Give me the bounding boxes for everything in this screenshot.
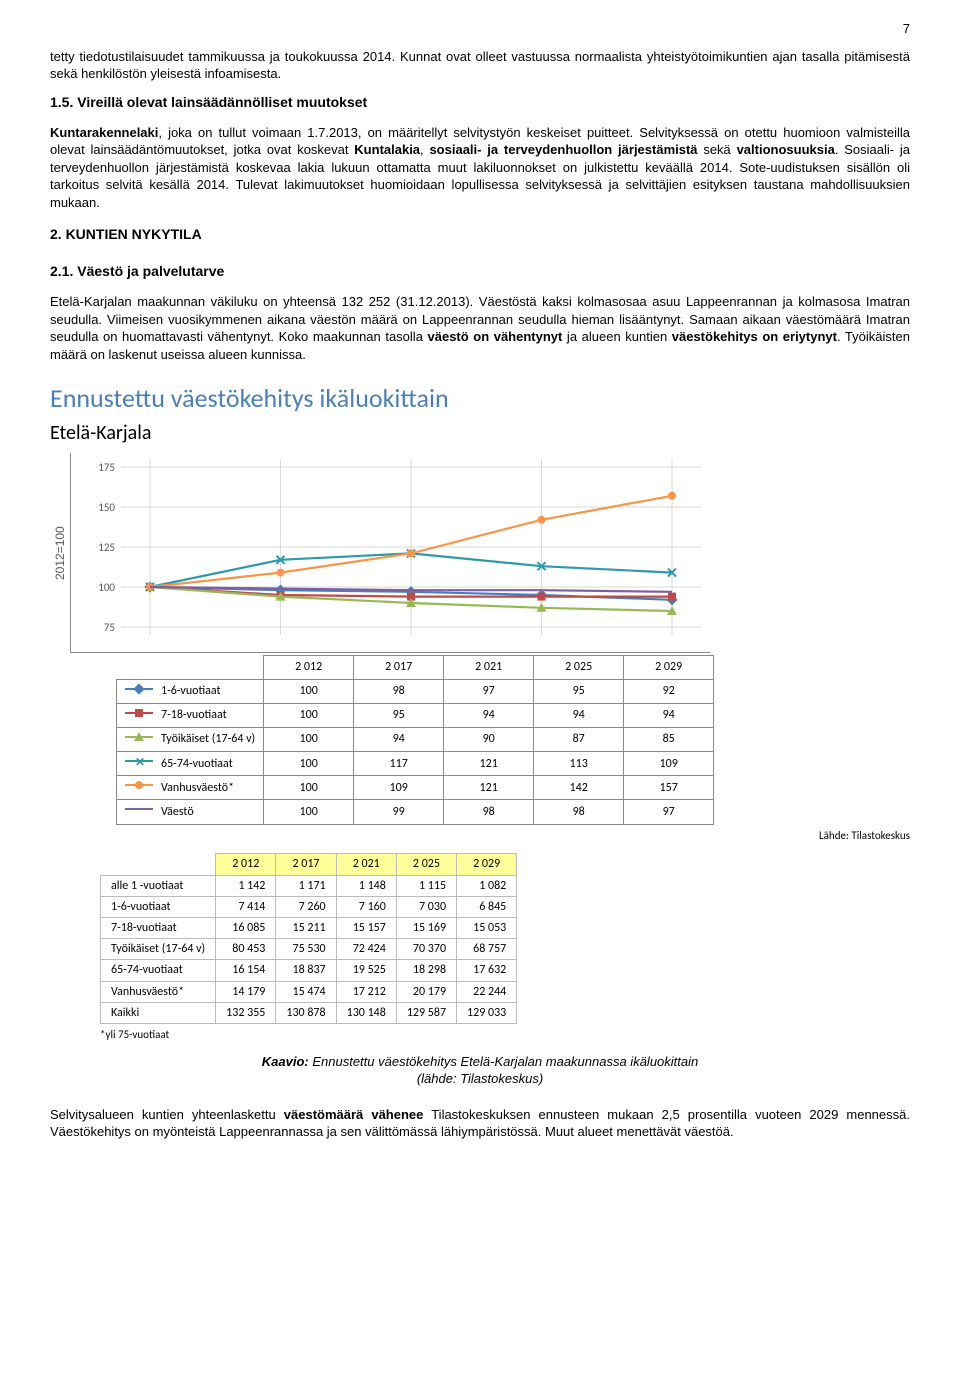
- chart-plot-area: 75 100 125 150 175: [70, 453, 710, 653]
- bold-sote: sosiaali- ja terveydenhuollon järjestämi…: [429, 142, 697, 157]
- svg-text:175: 175: [98, 461, 115, 474]
- bold-valtionosuuksia: valtionosuuksia: [737, 142, 835, 157]
- page-number: 7: [50, 20, 910, 38]
- svg-text:75: 75: [104, 621, 115, 634]
- svg-text:150: 150: [98, 501, 115, 514]
- chart-source: Lähde: Tilastokeskus: [50, 829, 910, 844]
- svg-text:125: 125: [98, 541, 115, 554]
- table-footnote: *yli 75-vuotiaat: [100, 1028, 910, 1043]
- svg-text:100: 100: [98, 581, 115, 594]
- section-1-5-title: 1.5. Vireillä olevat lainsäädännölliset …: [50, 93, 910, 112]
- population-chart: Ennustettu väestökehitys ikäluokittain E…: [50, 381, 910, 1043]
- paragraph-intro: tetty tiedotustilaisuudet tammikuussa ja…: [50, 48, 910, 83]
- chart-ylabel: 2012=100: [50, 453, 70, 653]
- chart-legend-table: 2 0122 0172 0212 0252 0291-6-vuotiaat100…: [116, 655, 714, 824]
- paragraph-population: Etelä-Karjalan maakunnan väkiluku on yht…: [50, 293, 910, 363]
- bold-kuntarakennelaki: Kuntarakennelaki: [50, 125, 158, 140]
- section-2-title: 2. KUNTIEN NYKYTILA: [50, 225, 910, 244]
- paragraph-forecast: Selvitysalueen kuntien yhteenlaskettu vä…: [50, 1106, 910, 1141]
- section-2-1-title: 2.1. Väestö ja palvelutarve: [50, 262, 910, 281]
- chart-caption: Kaavio: Ennustettu väestökehitys Etelä-K…: [50, 1053, 910, 1088]
- chart-title: Ennustettu väestökehitys ikäluokittain: [50, 381, 910, 416]
- chart-subtitle: Etelä-Karjala: [50, 420, 910, 447]
- population-data-table: 2 0122 0172 0212 0252 029alle 1 -vuotiaa…: [100, 853, 517, 1024]
- paragraph-laws: Kuntarakennelaki, joka on tullut voimaan…: [50, 124, 910, 212]
- bold-kuntalakia: Kuntalakia: [354, 142, 420, 157]
